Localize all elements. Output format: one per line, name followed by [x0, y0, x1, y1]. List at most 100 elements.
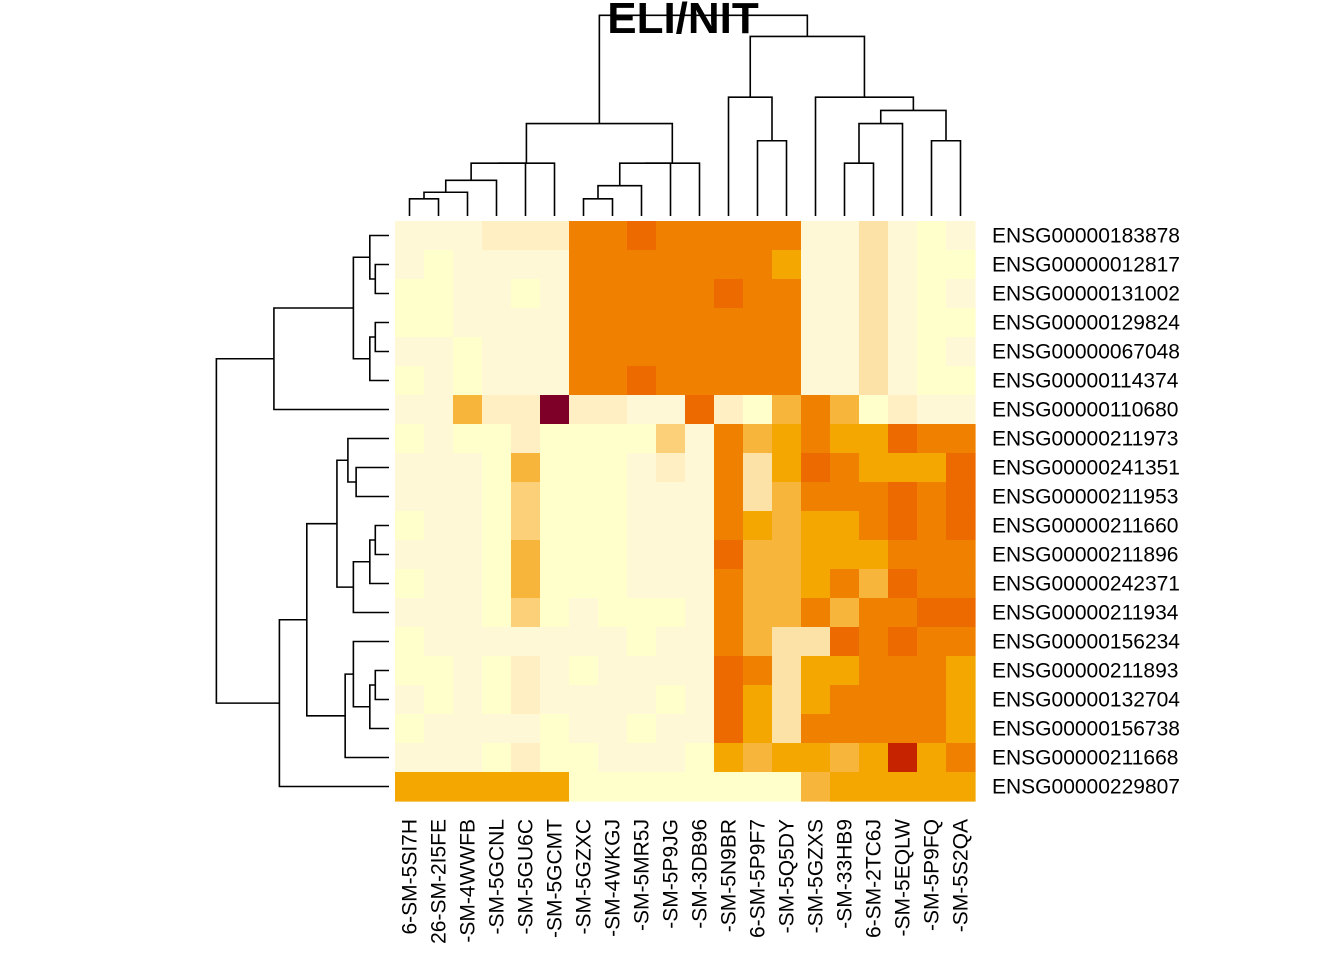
heatmap-cell	[569, 337, 599, 367]
heatmap-cell	[685, 308, 715, 338]
row-label: ENSG00000242371	[992, 573, 1180, 596]
heatmap-cell	[482, 598, 512, 628]
heatmap-cell	[946, 337, 976, 367]
heatmap-cell	[598, 279, 628, 309]
heatmap-cell	[627, 569, 657, 599]
heatmap-cell	[656, 250, 686, 280]
row-dendrogram-branch	[369, 336, 389, 382]
heatmap-cell	[424, 540, 454, 570]
heatmap-cell	[743, 511, 773, 541]
heatmap-cell	[395, 453, 425, 483]
heatmap-cell	[888, 743, 918, 773]
heatmap-cell	[743, 743, 773, 773]
heatmap-cell	[946, 656, 976, 686]
heatmap-cell	[453, 366, 483, 396]
row-label: ENSG00000229807	[992, 776, 1180, 799]
heatmap-cell	[888, 569, 918, 599]
row-label: ENSG00000211973	[992, 428, 1178, 451]
heatmap-cell	[772, 279, 802, 309]
column-label: 6-SM-5P9F7	[747, 819, 770, 938]
heatmap-cell	[569, 250, 599, 280]
heatmap-cell	[569, 772, 599, 802]
heatmap-cell	[569, 308, 599, 338]
heatmap-cell	[917, 685, 947, 715]
heatmap-cell	[772, 685, 802, 715]
heatmap-cell	[743, 627, 773, 657]
heatmap-cell	[714, 656, 744, 686]
heatmap-cell	[453, 279, 483, 309]
heatmap-cell	[511, 540, 541, 570]
heatmap-cell	[801, 627, 831, 657]
heatmap-cell	[395, 337, 425, 367]
heatmap-cell	[395, 221, 425, 251]
heatmap-cell	[540, 221, 570, 251]
heatmap-cell	[511, 337, 541, 367]
heatmap-cell	[453, 685, 483, 715]
heatmap-cell	[424, 627, 454, 657]
heatmap-cell	[627, 337, 657, 367]
heatmap-cell	[656, 395, 686, 425]
heatmap-cell	[714, 279, 744, 309]
heatmap-cell	[540, 366, 570, 396]
heatmap-cell	[627, 627, 657, 657]
heatmap-cell	[395, 395, 425, 425]
heatmap-cell	[598, 772, 628, 802]
heatmap-cell	[482, 511, 512, 541]
heatmap-cell	[946, 221, 976, 251]
heatmap-cell	[743, 540, 773, 570]
heatmap-cell	[917, 279, 947, 309]
heatmap-cell	[743, 772, 773, 802]
heatmap-cell	[801, 395, 831, 425]
heatmap-cell	[424, 366, 454, 396]
row-label: ENSG00000132704	[992, 689, 1180, 712]
row-label: ENSG00000131002	[992, 283, 1180, 306]
row-dendrogram-branch	[336, 459, 354, 588]
heatmap-cell	[946, 250, 976, 280]
column-label: -SM-5GZXC	[573, 819, 596, 935]
column-dendrogram-branch	[843, 162, 875, 216]
heatmap-cell	[540, 772, 570, 802]
heatmap-cell	[424, 743, 454, 773]
column-label: -SM-5MR5J	[631, 819, 654, 931]
heatmap-cell	[801, 308, 831, 338]
heatmap-cell	[888, 424, 918, 454]
heatmap-cell	[598, 569, 628, 599]
heatmap-cell	[772, 627, 802, 657]
heatmap-cell	[830, 569, 860, 599]
column-dendrogram-branch	[598, 14, 809, 124]
heatmap-cell	[917, 627, 947, 657]
heatmap-cell	[424, 511, 454, 541]
heatmap-cell	[569, 279, 599, 309]
heatmap-cell	[598, 366, 628, 396]
heatmap-cell	[453, 424, 483, 454]
heatmap-cell	[714, 482, 744, 512]
heatmap-cell	[627, 366, 657, 396]
heatmap-cell	[598, 482, 628, 512]
column-dendrogram-branch	[525, 122, 674, 164]
heatmap-cell	[743, 656, 773, 686]
column-dendrogram-branch	[645, 162, 701, 216]
heatmap-cell	[424, 279, 454, 309]
heatmap-cell	[656, 424, 686, 454]
heatmap-cell	[946, 627, 976, 657]
heatmap-cell	[743, 279, 773, 309]
heatmap-cell	[482, 656, 512, 686]
heatmap-cell	[656, 482, 686, 512]
row-dendrogram-branch	[374, 669, 389, 701]
heatmap-cell	[598, 714, 628, 744]
column-dendrogram-branch	[408, 198, 440, 216]
heatmap-cell	[685, 656, 715, 686]
heatmap-cell	[511, 366, 541, 396]
heatmap-cell	[598, 540, 628, 570]
heatmap-cell	[830, 453, 860, 483]
heatmap-cell	[685, 743, 715, 773]
heatmap-cell	[830, 482, 860, 512]
heatmap-cell	[540, 540, 570, 570]
heatmap-cell	[859, 743, 889, 773]
heatmap-cell	[917, 569, 947, 599]
heatmap-cell	[598, 424, 628, 454]
heatmap-cell	[598, 250, 628, 280]
heatmap-cell	[830, 540, 860, 570]
heatmap-cell	[511, 482, 541, 512]
heatmap-cell	[859, 656, 889, 686]
